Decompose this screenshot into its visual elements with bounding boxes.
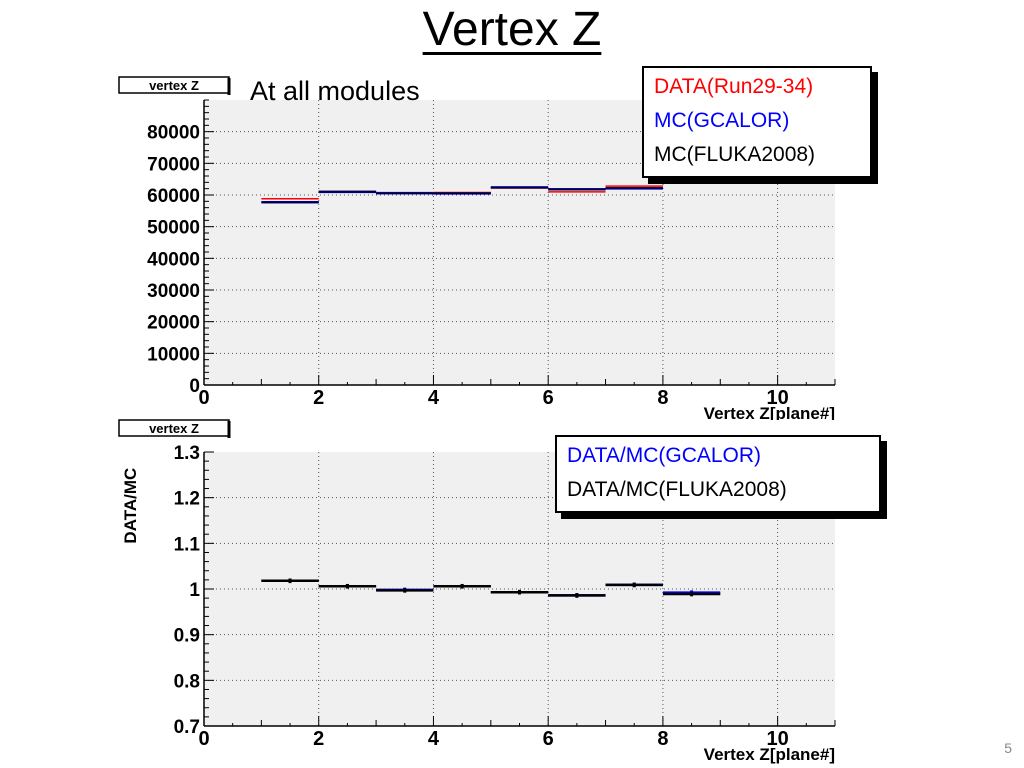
x-tick-label: 4 [428, 387, 440, 409]
x-axis-title: Vertex Z[plane#] [704, 745, 835, 764]
x-tick-label: 10 [767, 387, 789, 409]
x-tick-label: 4 [428, 728, 440, 750]
y-tick-label: 40000 [147, 249, 200, 270]
chart-subtitle: At all modules [250, 76, 420, 106]
y-tick-label: 1.2 [174, 489, 200, 510]
y-tick-label: 70000 [147, 154, 200, 175]
legend-entry-ratio-gcalor: DATA/MC(GCALOR) [567, 444, 762, 467]
y-tick-label: 50000 [147, 218, 200, 239]
y-tick-label: 80000 [147, 123, 200, 144]
y-tick-label: 1.1 [174, 534, 201, 555]
x-tick-label: 8 [657, 728, 668, 750]
x-tick-label: 2 [313, 728, 324, 750]
x-tick-label: 8 [657, 387, 668, 409]
y-tick-label: 1 [189, 580, 200, 601]
legend-bottom: DATA/MC(GCALOR) DATA/MC(FLUKA2008) [555, 435, 881, 513]
stat-box-label: vertex Z [149, 421, 199, 436]
slide-title: Vertex Z [422, 3, 602, 56]
legend-entry-mc-fluka: MC(FLUKA2008) [654, 143, 816, 166]
x-tick-label: 6 [543, 728, 554, 750]
y-tick-label: 0 [189, 376, 200, 397]
legend-entry-ratio-fluka: DATA/MC(FLUKA2008) [567, 478, 787, 501]
y-tick-label: 0.7 [174, 717, 200, 738]
y-tick-label: 1.3 [174, 443, 200, 464]
y-axis-title: DATA/MC [121, 468, 140, 544]
x-tick-label: 2 [313, 387, 324, 409]
x-tick-label: 0 [198, 387, 209, 409]
y-tick-label: 10000 [147, 344, 200, 365]
page-number: 5 [1004, 740, 1012, 756]
y-tick-label: 30000 [147, 281, 200, 302]
x-tick-label: 10 [767, 728, 789, 750]
legend-entry-mc-gcalor: MC(GCALOR) [654, 109, 790, 132]
x-axis-title: Vertex Z[plane#] [704, 404, 835, 420]
stat-box-label: vertex Z [149, 78, 199, 93]
legend-top: DATA(Run29-34) MC(GCALOR) MC(FLUKA2008) [642, 66, 872, 178]
x-tick-label: 0 [198, 728, 209, 750]
x-tick-label: 6 [543, 387, 554, 409]
y-tick-label: 60000 [147, 186, 200, 207]
legend-entry-data: DATA(Run29-34) [654, 75, 814, 98]
y-tick-label: 0.8 [174, 671, 200, 692]
y-tick-label: 0.9 [174, 626, 200, 647]
y-tick-label: 20000 [147, 313, 200, 334]
